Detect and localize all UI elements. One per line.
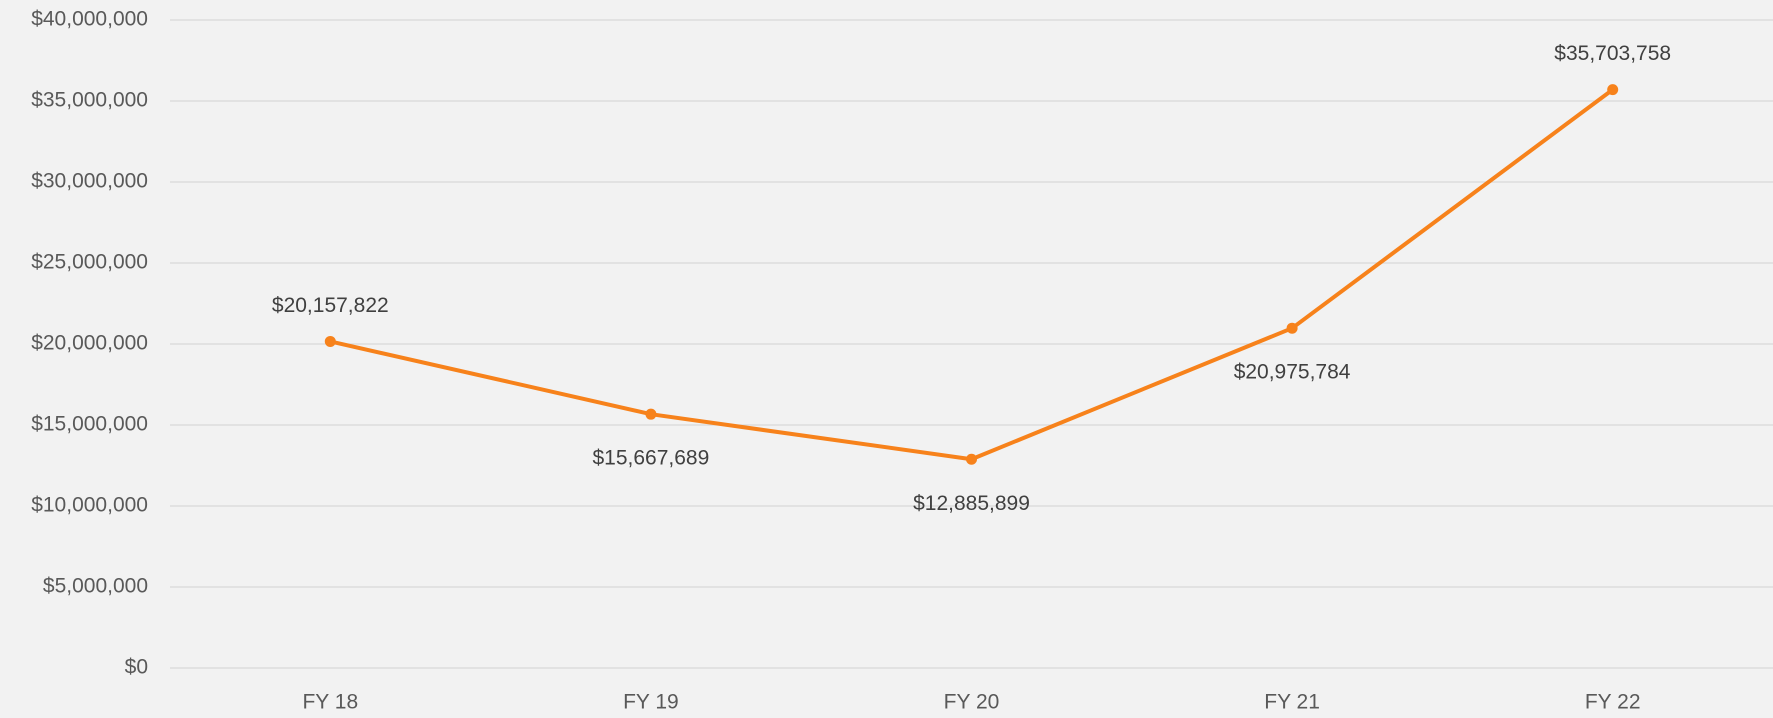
data-label: $35,703,758 [1554,42,1671,65]
data-label: $20,975,784 [1234,361,1351,384]
y-tick-label: $20,000,000 [31,332,148,355]
y-tick-label: $15,000,000 [31,413,148,436]
data-label: $12,885,899 [913,492,1030,515]
y-tick-label: $30,000,000 [31,170,148,193]
marker [645,408,657,420]
y-tick-label: $25,000,000 [31,251,148,274]
x-tick-label: FY 20 [944,691,1000,714]
y-tick-label: $5,000,000 [43,575,148,598]
marker [324,335,336,347]
y-tick-label: $0 [125,656,148,679]
x-tick-label: FY 22 [1585,691,1641,714]
y-tick-label: $40,000,000 [31,8,148,31]
y-tick-label: $35,000,000 [31,89,148,112]
marker [966,453,977,465]
data-label: $15,667,689 [593,447,710,470]
marker [1286,322,1298,334]
x-tick-label: FY 19 [623,691,679,714]
x-tick-label: FY 21 [1264,691,1320,714]
y-tick-label: $10,000,000 [31,494,148,517]
x-tick-label: FY 18 [302,691,358,714]
marker [1607,84,1619,96]
data-label: $20,157,822 [272,294,389,317]
